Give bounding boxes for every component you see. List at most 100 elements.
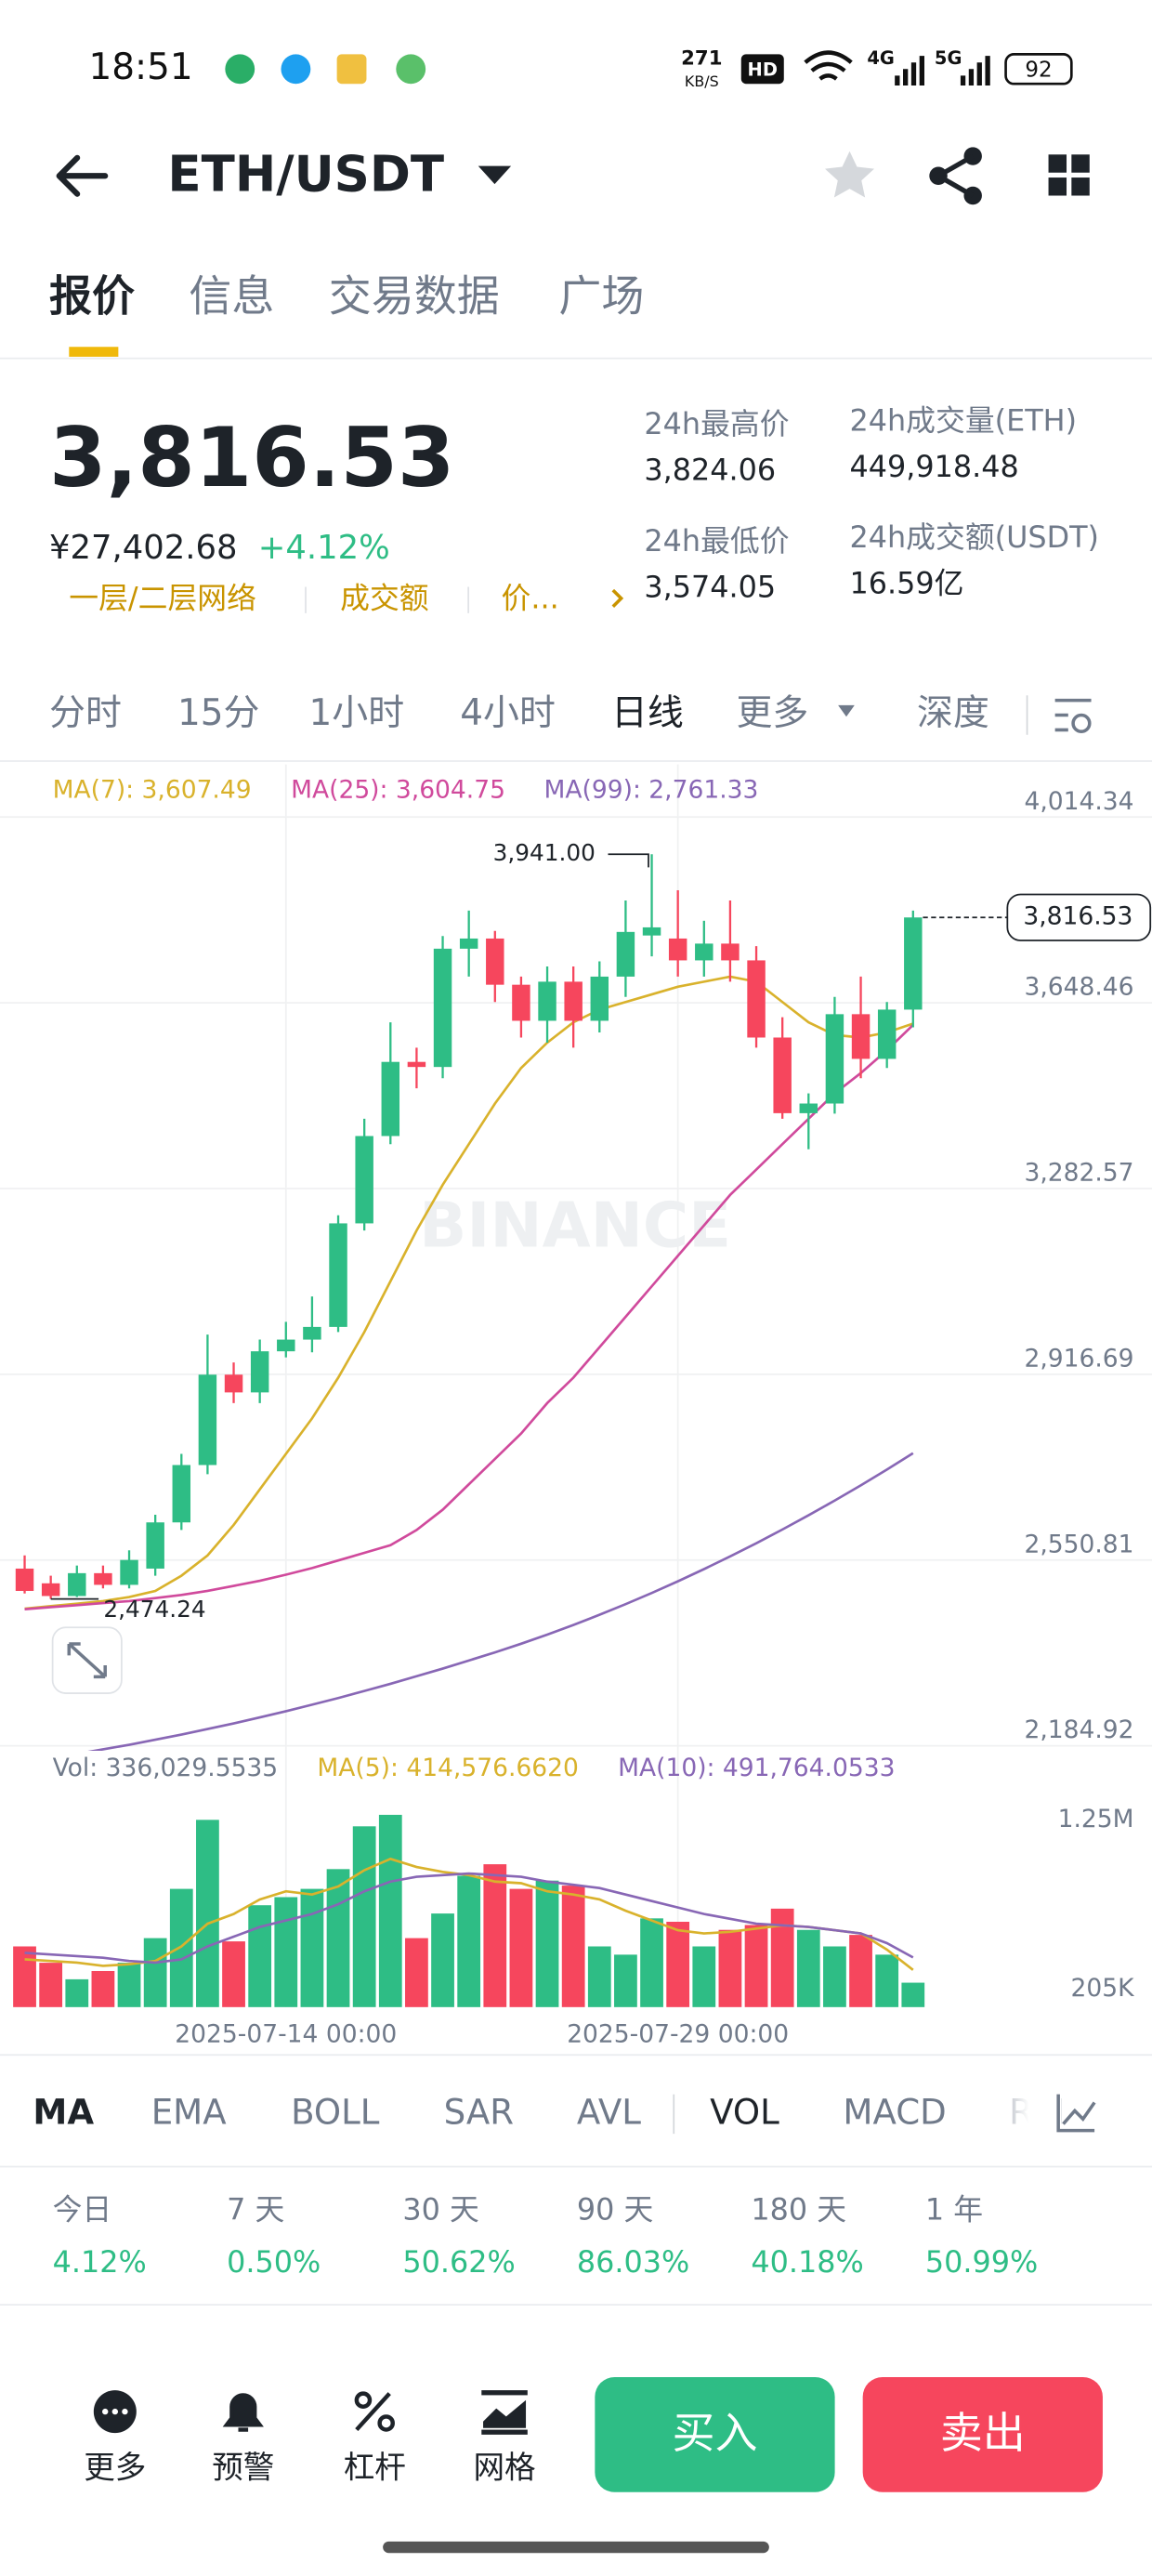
volume-bar [796, 1929, 820, 2007]
indicator-tab[interactable]: AVL [577, 2092, 641, 2132]
volume-bar [117, 1963, 141, 2007]
y-tick-label: 3,282.57 [1024, 1159, 1133, 1188]
interval[interactable]: 15分 [177, 692, 259, 734]
interval[interactable]: 1小时 [309, 692, 405, 734]
volume-bar [875, 1954, 899, 2007]
volume-bar [770, 1908, 794, 2007]
stat-label: 24h最高价 [644, 406, 789, 441]
action-label: 网格 [473, 2450, 535, 2486]
share-button[interactable] [929, 147, 982, 205]
volume-bar [300, 1888, 324, 2007]
interval[interactable]: 分时 [49, 692, 122, 734]
indicator-tab[interactable]: SAR [444, 2092, 514, 2132]
candle-body [538, 981, 556, 1021]
volume-bar [744, 1925, 768, 2007]
settings-button[interactable] [1071, 713, 1092, 733]
volume-bar [143, 1938, 167, 2007]
volume-bar [535, 1880, 559, 2007]
grid-icon[interactable] [481, 2390, 528, 2435]
tab-indicator [69, 347, 119, 357]
y-tick-label: 2,184.92 [1024, 1715, 1133, 1744]
settings-button[interactable] [1054, 698, 1092, 732]
volume-bar [222, 1941, 245, 2007]
indicator-tab[interactable]: BOLL [291, 2092, 380, 2132]
more-icon[interactable] [93, 2390, 137, 2434]
alert-icon[interactable] [222, 2393, 264, 2432]
indicator-settings[interactable] [1056, 2094, 1096, 2133]
last-price-label: 3,816.53 [1023, 902, 1132, 931]
interval[interactable]: 更多 [736, 692, 808, 734]
indicator-tab[interactable]: MACD [843, 2092, 946, 2132]
volume-bar [405, 1938, 428, 2007]
pair-dropdown[interactable] [478, 165, 512, 185]
stat-label: 24h成交量(ETH) [850, 403, 1077, 439]
candle-body [41, 1583, 60, 1597]
perf-label: 90 天 [577, 2191, 653, 2227]
volume-bar [352, 1826, 376, 2007]
candle-body [642, 927, 661, 936]
volume-bar [248, 1905, 272, 2007]
x-tick-label: 2025-07-29 00:00 [567, 2020, 789, 2049]
y-tick-label: 2,916.69 [1024, 1344, 1133, 1373]
candle-body [224, 1374, 243, 1393]
candle-body [15, 1568, 34, 1591]
volume-bar [640, 1918, 663, 2007]
tab: 信息 [189, 270, 274, 321]
candle-body [512, 984, 530, 1021]
home-indicator [383, 2541, 769, 2554]
interval[interactable]: 日线 [611, 692, 684, 734]
legend-entry: MA(5): 414,576.6620 [317, 1754, 578, 1782]
stat-label: 24h成交额(USDT) [850, 519, 1099, 555]
sell-button[interactable] [862, 2376, 1103, 2492]
indicator-tab[interactable]: VOL [710, 2092, 779, 2132]
battery-level: 92 [1025, 59, 1052, 83]
legend-entry: Vol: 336,029.5535 [53, 1754, 279, 1782]
price-chart: 4,014.34 3,648.46 3,282.57 2,916.69 2,550.81… [0, 764, 1152, 2049]
action-label: 杠杆 [344, 2450, 406, 2486]
leverage-icon[interactable] [354, 2391, 395, 2432]
legend-entry: MA(25): 3,604.75 [291, 775, 505, 804]
volume-bar [196, 1820, 219, 2007]
pair-title[interactable]: ETH/USDT [167, 146, 444, 204]
net-label: 5G [935, 47, 962, 69]
volume-bar [378, 1814, 402, 2007]
candle-body [904, 917, 923, 1010]
favorite-button[interactable] [824, 151, 875, 198]
layout-button[interactable] [1048, 154, 1090, 196]
candle-body [355, 1136, 373, 1224]
stat-label: 24h最低价 [644, 523, 789, 559]
legend-entry: MA(99): 2,761.33 [544, 775, 759, 804]
volume-bar [849, 1935, 872, 2007]
volume-bar [587, 1946, 611, 2007]
tab: 交易数据 [329, 270, 500, 321]
volume-bar [718, 1929, 742, 2007]
volume-bar [13, 1946, 36, 2007]
buy-button[interactable] [595, 2376, 835, 2492]
indicator-tab[interactable]: EMA [151, 2092, 227, 2132]
more-dropdown [838, 704, 855, 717]
volume-bar [91, 1970, 115, 2007]
stat-value: 3,574.05 [644, 569, 776, 604]
candle-body [172, 1465, 191, 1523]
interval[interactable]: 4小时 [460, 692, 556, 734]
candle-body [68, 1572, 86, 1597]
hd-badge [740, 54, 784, 85]
candle-body [590, 976, 609, 1021]
interval[interactable]: 深度 [917, 692, 989, 734]
candle-body [825, 1014, 844, 1104]
indicator-tab[interactable]: MA [33, 2092, 94, 2132]
candle-body [851, 1014, 871, 1059]
candle-body [381, 1061, 400, 1137]
legend-entry: MA(10): 491,764.0533 [618, 1754, 895, 1782]
app-icon [225, 54, 255, 85]
volume-bar [614, 1954, 637, 2007]
x-tick-label: 2025-07-14 00:00 [175, 2020, 397, 2049]
perf-label: 30 天 [402, 2191, 478, 2227]
perf-value: 50.99% [925, 2244, 1038, 2280]
tags-more[interactable] [611, 588, 624, 609]
stat-value: 449,918.48 [850, 449, 1019, 484]
back-button[interactable] [56, 154, 109, 197]
signal-icon [895, 56, 925, 85]
